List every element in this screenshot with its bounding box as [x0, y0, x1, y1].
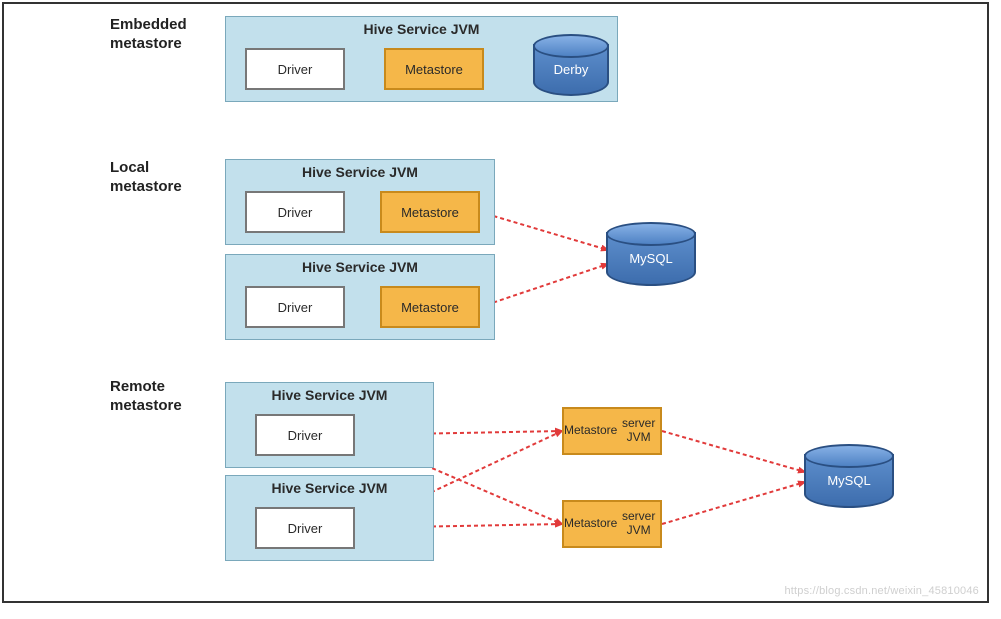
node-label-line: Metastore — [564, 424, 617, 438]
node-label-line: Driver — [288, 428, 323, 443]
section-label-line: Embedded — [110, 16, 187, 35]
node-ms-e: Metastore — [384, 48, 484, 90]
node-drv-r2: Driver — [255, 507, 355, 549]
section-label-remote: Remotemetastore — [110, 378, 182, 416]
jvm-title: Hive Service JVM — [226, 480, 433, 496]
cylinder-cap — [533, 34, 609, 58]
node-label-line: Driver — [288, 521, 323, 536]
node-label-line: Metastore — [401, 300, 459, 315]
cylinder-cap — [804, 444, 894, 468]
node-mssrv2: Metastoreserver JVM — [562, 500, 662, 548]
node-drv-r1: Driver — [255, 414, 355, 456]
node-drv-l2: Driver — [245, 286, 345, 328]
arrow — [480, 212, 608, 250]
arrow — [662, 482, 805, 524]
section-label-line: Remote — [110, 378, 182, 397]
node-label-line: Metastore — [564, 517, 617, 531]
section-label-line: metastore — [110, 397, 182, 416]
jvm-title: Hive Service JVM — [226, 387, 433, 403]
cylinder-mysql-local: MySQL — [606, 222, 696, 284]
node-label-line: Metastore — [405, 62, 463, 77]
section-label-embedded: Embeddedmetastore — [110, 16, 187, 54]
jvm-title: Hive Service JVM — [226, 164, 494, 180]
node-label-line: Driver — [278, 62, 313, 77]
cylinder-cap — [606, 222, 696, 246]
section-label-local: Localmetastore — [110, 159, 182, 197]
section-label-line: metastore — [110, 178, 182, 197]
cylinder-derby: Derby — [533, 34, 609, 94]
node-ms-l2: Metastore — [380, 286, 480, 328]
arrow — [480, 264, 608, 307]
node-mssrv1: Metastoreserver JVM — [562, 407, 662, 455]
cylinder-mysql-remote: MySQL — [804, 444, 894, 506]
node-ms-l1: Metastore — [380, 191, 480, 233]
jvm-title: Hive Service JVM — [226, 259, 494, 275]
node-drv-l1: Driver — [245, 191, 345, 233]
node-label-line: server JVM — [617, 417, 660, 445]
section-label-line: metastore — [110, 35, 187, 54]
section-label-line: Local — [110, 159, 182, 178]
arrow — [662, 431, 805, 472]
node-label-line: Driver — [278, 205, 313, 220]
node-label-line: server JVM — [617, 510, 660, 538]
node-label-line: Driver — [278, 300, 313, 315]
node-drv-e: Driver — [245, 48, 345, 90]
node-label-line: Metastore — [401, 205, 459, 220]
watermark: https://blog.csdn.net/weixin_45810046 — [784, 585, 979, 597]
diagram-frame: EmbeddedmetastoreLocalmetastoreRemotemet… — [2, 2, 989, 603]
